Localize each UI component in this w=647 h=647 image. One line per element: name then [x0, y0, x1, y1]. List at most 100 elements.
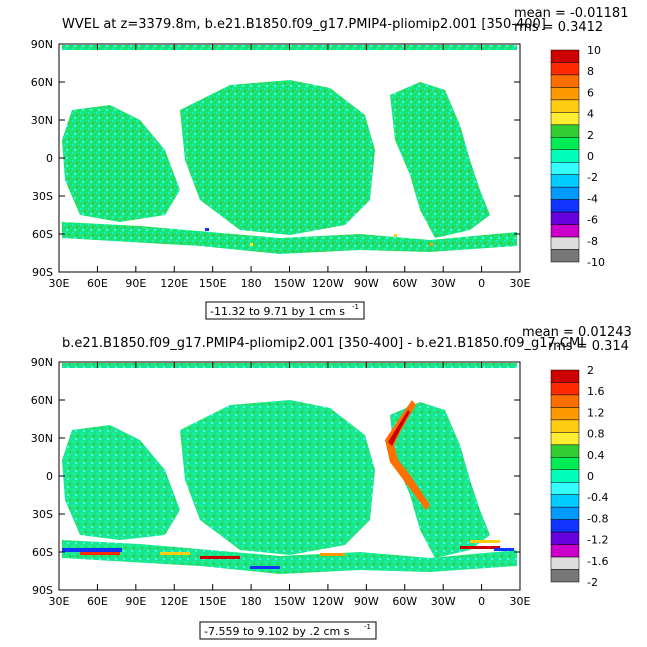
colorbar-swatch	[550, 494, 580, 508]
x-tick-label: 30E	[510, 595, 531, 608]
colorbar-swatch	[550, 49, 580, 63]
panel-2-unit-exponent: -1	[364, 623, 371, 631]
colorbar-label: 8	[587, 65, 594, 78]
y-tick-label: 90N	[31, 38, 53, 51]
panel-1-x-axis: 30E 60E 90E 120E 150E 180 150W 120W 90W 60W 30W 0 30…	[49, 44, 531, 290]
x-tick-label: 30W	[431, 595, 456, 608]
colorbar-label: 2	[587, 364, 594, 377]
panel-1-contour-info: -11.32 to 9.71 by 1 cm s	[210, 305, 345, 318]
y-tick-label: 60N	[31, 394, 53, 407]
colorbar-label: 10	[587, 44, 601, 57]
colorbar-swatch	[550, 481, 580, 495]
colorbar-label: -0.4	[587, 491, 608, 504]
colorbar-label: -0.8	[587, 512, 608, 525]
panel-2-rms: rms = 0.314	[548, 339, 629, 354]
x-tick-label: 90E	[125, 595, 146, 608]
colorbar-swatch	[550, 506, 580, 520]
x-tick-label: 150E	[199, 595, 227, 608]
colorbar-label: 0.8	[587, 428, 605, 441]
y-tick-label: 60N	[31, 76, 53, 89]
colorbar-label: 1.6	[587, 385, 605, 398]
colorbar-swatch	[550, 469, 580, 483]
x-tick-label: 90W	[354, 595, 379, 608]
colorbar-swatch	[550, 174, 580, 188]
colorbar-label: -8	[587, 235, 598, 248]
colorbar-swatch	[550, 161, 580, 175]
colorbar-swatch	[550, 87, 580, 101]
x-tick-label: 180	[241, 277, 262, 290]
y-tick-label: 90S	[32, 584, 53, 597]
panel-2-contour-info: -7.559 to 9.102 by .2 cm s	[204, 625, 350, 638]
colorbar-swatch	[550, 249, 580, 263]
colorbar-label: 2	[587, 129, 594, 142]
x-tick-label: 30E	[49, 277, 70, 290]
panel-2: b.e21.B1850.f09_g17.PMIP4-pliomip2.001 […	[31, 325, 632, 640]
colorbar-swatch	[550, 137, 580, 151]
panel-2-x-axis: 30E 60E 90E 120E 150E 180 150W 120W 90W 60W 30W 0 30…	[49, 362, 531, 608]
colorbar-swatch	[550, 369, 580, 383]
x-tick-label: 180	[241, 595, 262, 608]
x-tick-label: 30W	[431, 277, 456, 290]
x-tick-label: 60E	[87, 277, 108, 290]
colorbar-swatch	[550, 186, 580, 200]
colorbar-label: -2	[587, 171, 598, 184]
panel-2-mean: mean = 0.01243	[522, 325, 632, 340]
colorbar-label: -2	[587, 576, 598, 589]
colorbar-swatch	[550, 432, 580, 446]
x-tick-label: 90W	[354, 277, 379, 290]
colorbar-swatch	[550, 99, 580, 113]
colorbar-swatch	[550, 394, 580, 408]
y-tick-label: 90N	[31, 356, 53, 369]
colorbar-label: 6	[587, 86, 594, 99]
colorbar-swatch	[550, 224, 580, 238]
colorbar-swatch	[550, 419, 580, 433]
colorbar-swatch	[550, 211, 580, 225]
colorbar-swatch	[550, 519, 580, 533]
y-tick-label: 60S	[32, 546, 53, 559]
x-tick-label: 0	[478, 595, 485, 608]
panel-2-contour-box	[199, 621, 377, 640]
panel-1-colorbar: 10 8 6 4 2 0 -2 -4 -6 -8 -10	[550, 44, 605, 269]
colorbar-label: -1.2	[587, 534, 608, 547]
colorbar-label: -10	[587, 256, 605, 269]
y-tick-label: 30N	[31, 114, 53, 127]
panel-2-colorbar: 2 1.6 1.2 0.8 0.4 0 -0.4 -0.8 -1.2 -1.6 -2	[550, 364, 608, 589]
x-tick-label: 120E	[160, 277, 188, 290]
panel-1-title: WVEL at z=3379.8m, b.e21.B1850.f09_g17.P…	[62, 17, 546, 32]
x-tick-label: 120W	[312, 277, 344, 290]
colorbar-swatch	[550, 569, 580, 583]
colorbar-swatch	[550, 236, 580, 250]
panel-1-field	[62, 45, 517, 254]
colorbar-label: -4	[587, 192, 598, 205]
colorbar-swatch	[550, 444, 580, 458]
x-tick-label: 60W	[392, 595, 417, 608]
panel-1-contour-box	[205, 301, 365, 320]
y-tick-label: 30S	[32, 190, 53, 203]
y-tick-label: 60S	[32, 228, 53, 241]
y-tick-label: 0	[46, 152, 53, 165]
x-tick-label: 30E	[49, 595, 70, 608]
colorbar-label: 0	[587, 150, 594, 163]
colorbar-label: -1.6	[587, 555, 608, 568]
x-tick-label: 120E	[160, 595, 188, 608]
panel-1-unit-exponent: -1	[352, 303, 359, 311]
colorbar-swatch	[550, 199, 580, 213]
colorbar-swatch	[550, 457, 580, 471]
panel-1: WVEL at z=3379.8m, b.e21.B1850.f09_g17.P…	[31, 6, 628, 320]
colorbar-swatch	[550, 531, 580, 545]
colorbar-label: 4	[587, 108, 594, 121]
colorbar-label: -6	[587, 214, 598, 227]
y-tick-label: 30N	[31, 432, 53, 445]
x-tick-label: 60E	[87, 595, 108, 608]
colorbar-swatch	[550, 124, 580, 138]
colorbar-swatch	[550, 544, 580, 558]
colorbar-swatch	[550, 382, 580, 396]
x-tick-label: 90E	[125, 277, 146, 290]
colorbar-label: 0.4	[587, 449, 605, 462]
x-tick-label: 150W	[274, 595, 306, 608]
colorbar-swatch	[550, 149, 580, 163]
colorbar-label: 0	[587, 470, 594, 483]
x-tick-label: 60W	[392, 277, 417, 290]
colorbar-swatch	[550, 556, 580, 570]
